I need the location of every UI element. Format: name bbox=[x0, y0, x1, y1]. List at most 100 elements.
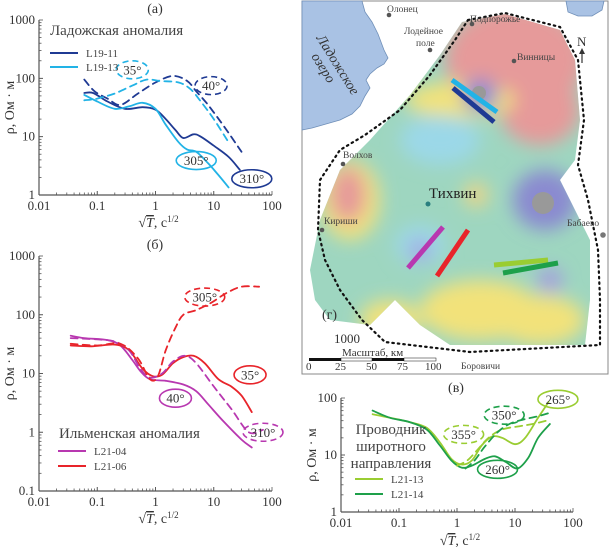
annotation-label: 35° bbox=[241, 367, 259, 382]
x-tick-label: 10 bbox=[207, 198, 220, 213]
town-marker bbox=[600, 232, 606, 238]
annotation-ellipse bbox=[233, 365, 267, 385]
annotation-ellipse bbox=[537, 389, 579, 410]
series-line-l19-11-40- bbox=[83, 74, 243, 153]
scale-tick: 25 bbox=[335, 361, 347, 373]
y-tick-label: 100 bbox=[16, 307, 36, 322]
panel-label-v: (в) bbox=[448, 381, 464, 396]
y-tick-label: 1 bbox=[29, 424, 36, 439]
x-axis-title: √T, c1/2 bbox=[138, 214, 178, 231]
x-axis-title: √T, c1/2 bbox=[440, 532, 480, 549]
north-arrowhead-icon bbox=[579, 48, 585, 54]
y-tick-label: 10 bbox=[22, 129, 35, 144]
town-marker bbox=[319, 227, 325, 233]
panel-label-b: (б) bbox=[147, 238, 164, 253]
legend-title: направления bbox=[351, 456, 432, 472]
annotation-label: 40° bbox=[202, 78, 220, 93]
y-axis-title: ρ, Ом · м bbox=[3, 81, 18, 135]
y-tick-label: 1000 bbox=[9, 248, 35, 263]
town-babaevo: Бабаево bbox=[567, 218, 599, 229]
annotation-ellipse bbox=[175, 150, 218, 171]
series-line-l19-13 bbox=[83, 94, 230, 189]
legend-title: Проводник bbox=[356, 422, 428, 438]
legend-entry: L21-06 bbox=[94, 461, 127, 473]
annotation-ellipse bbox=[483, 405, 525, 425]
scale-tick: 50 bbox=[366, 361, 378, 373]
annotation-ellipse bbox=[183, 287, 226, 307]
profile-L19-11 bbox=[451, 86, 496, 124]
series-line-l21-04-310- bbox=[69, 337, 264, 435]
scale-tick: 0 bbox=[306, 361, 312, 373]
series-line-l21-13-355- bbox=[456, 419, 548, 467]
town-kirishi: Кириши bbox=[324, 217, 358, 227]
y-tick-label: 1 bbox=[29, 187, 36, 202]
town-marker bbox=[427, 47, 433, 53]
panel-label-a: (а) bbox=[147, 2, 163, 17]
legend-entry: L21-14 bbox=[391, 489, 424, 501]
series-line-l19-13-35- bbox=[83, 78, 230, 144]
annotation-ellipse bbox=[115, 60, 150, 80]
y-tick-label: 10 bbox=[22, 366, 35, 381]
series-line-l21-14 bbox=[371, 409, 551, 470]
legend-entry: L19-13 bbox=[86, 62, 119, 74]
y-tick-label: 0.1 bbox=[19, 483, 35, 498]
annotation-label: 310° bbox=[251, 425, 276, 440]
annotation-label: 350° bbox=[492, 408, 517, 423]
annotation-label: 265° bbox=[546, 392, 571, 407]
annotation-ellipse bbox=[442, 424, 485, 445]
x-tick-label: 10 bbox=[509, 515, 522, 530]
annotation-ellipse bbox=[476, 459, 519, 480]
scale-tick: 100 bbox=[425, 361, 442, 373]
map-panel: Ладожское озеро bbox=[301, 0, 609, 375]
legend-title: Ильменская аномалия bbox=[59, 426, 200, 442]
x-tick-label: 10 bbox=[207, 494, 220, 509]
y-axis-title: ρ, Ом · м bbox=[3, 347, 18, 401]
legend-entry: L19-11 bbox=[86, 48, 118, 60]
town-borovichi: Боровичи bbox=[461, 362, 500, 372]
city-tikhvin: Тихвин bbox=[429, 186, 476, 202]
series-line-l19-11 bbox=[83, 91, 241, 171]
annotation-label: 305° bbox=[192, 290, 217, 305]
chart-panel-v: 0.01 0.1 1 10 100 1 10 100 √T, c1/2 ρ, Ом · м (в) 2… bbox=[305, 381, 583, 549]
town-olonets: Олонец bbox=[387, 5, 418, 15]
series-line-l21-06 bbox=[69, 343, 253, 413]
y-tick-label: 1 bbox=[331, 504, 338, 519]
survey-boundary bbox=[316, 11, 602, 354]
x-tick-label: 1 bbox=[152, 494, 159, 509]
north-label: N bbox=[577, 34, 587, 49]
town-vinnitsy: Винницы bbox=[517, 53, 556, 63]
y-tick-label: 10 bbox=[324, 447, 337, 462]
x-tick-label: 1 bbox=[152, 198, 159, 213]
scale-bar bbox=[309, 357, 437, 362]
annotation-ellipse bbox=[158, 388, 193, 408]
annotation-label: 260° bbox=[485, 462, 510, 477]
y-tick-label: 100 bbox=[318, 390, 338, 405]
y-tick-label: 1000 bbox=[9, 12, 35, 27]
scale-value: 1000 bbox=[334, 331, 360, 346]
annotation-label: 40° bbox=[166, 391, 184, 406]
lake-onega bbox=[565, 0, 605, 17]
x-tick-label: 0.01 bbox=[330, 515, 353, 530]
town-marker bbox=[386, 12, 392, 18]
scale-tick: 75 bbox=[397, 361, 409, 373]
x-tick-label: 100 bbox=[262, 494, 282, 509]
x-tick-label: 0.1 bbox=[89, 198, 105, 213]
x-tick-label: 0.01 bbox=[28, 494, 51, 509]
city-marker bbox=[425, 201, 431, 207]
town-marker bbox=[511, 58, 517, 64]
town-lodeynoe-2: поле bbox=[416, 39, 435, 49]
profile-L21-04 bbox=[406, 225, 445, 270]
annotation-label: 35° bbox=[123, 62, 141, 77]
profile-L21-13 bbox=[493, 257, 549, 268]
series-line-l21-06-305- bbox=[69, 285, 260, 382]
x-tick-label: 0.1 bbox=[89, 494, 105, 509]
profile-L19-13 bbox=[450, 77, 499, 115]
scale-title: Масштаб, км bbox=[342, 347, 403, 359]
annotation-ellipse bbox=[194, 75, 228, 96]
annotation-label: 305° bbox=[184, 153, 209, 168]
x-tick-label: 0.1 bbox=[391, 515, 407, 530]
profile-L21-14 bbox=[502, 260, 559, 276]
annotation-label: 310° bbox=[239, 171, 264, 186]
